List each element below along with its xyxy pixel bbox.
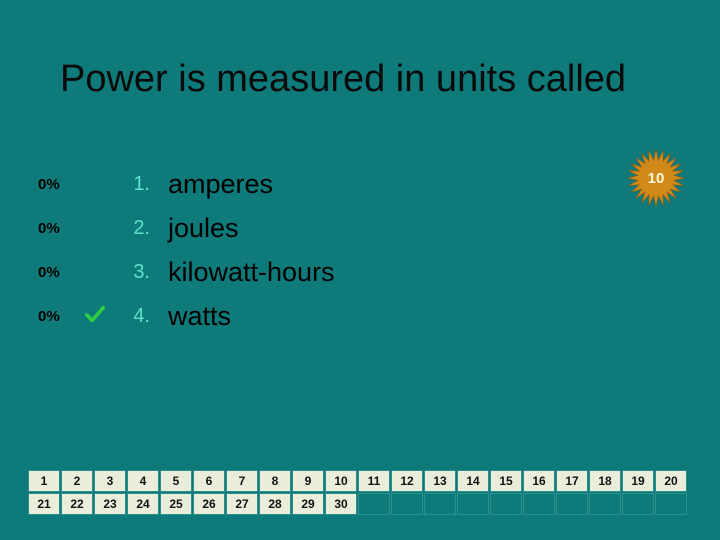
- grid-cell: 25: [160, 493, 192, 515]
- grid-cell: 14: [457, 470, 489, 492]
- grid-cell-empty: [523, 493, 555, 515]
- grid-row: 1234567891011121314151617181920: [28, 470, 688, 493]
- grid-cell-empty: [424, 493, 456, 515]
- grid-cell: 17: [556, 470, 588, 492]
- option-text: joules: [156, 213, 239, 244]
- grid-cell-empty: [391, 493, 423, 515]
- grid-cell: 10: [325, 470, 357, 492]
- grid-cell-empty: [589, 493, 621, 515]
- grid-cell-empty: [457, 493, 489, 515]
- option-text: watts: [156, 301, 231, 332]
- grid-cell: 6: [193, 470, 225, 492]
- grid-cell-empty: [655, 493, 687, 515]
- countdown-number: 10: [626, 148, 686, 208]
- grid-cell: 20: [655, 470, 687, 492]
- grid-cell: 26: [193, 493, 225, 515]
- option-percent: 0%: [38, 308, 84, 325]
- slide-title: Power is measured in units called: [60, 58, 680, 101]
- grid-cell: 27: [226, 493, 258, 515]
- option-text: kilowatt-hours: [156, 257, 335, 288]
- option-text: amperes: [156, 169, 273, 200]
- grid-cell: 16: [523, 470, 555, 492]
- grid-cell: 12: [391, 470, 423, 492]
- grid-cell: 7: [226, 470, 258, 492]
- response-grid: 1234567891011121314151617181920212223242…: [28, 470, 688, 516]
- option-percent: 0%: [38, 220, 84, 237]
- option-percent: 0%: [38, 176, 84, 193]
- grid-cell: 8: [259, 470, 291, 492]
- grid-cell: 3: [94, 470, 126, 492]
- grid-cell: 9: [292, 470, 324, 492]
- grid-cell-empty: [358, 493, 390, 515]
- grid-cell: 21: [28, 493, 60, 515]
- grid-cell-empty: [622, 493, 654, 515]
- grid-cell: 11: [358, 470, 390, 492]
- option-row[interactable]: 0% 2.joules: [38, 209, 335, 247]
- check-icon: [84, 303, 106, 330]
- option-number: 3.: [120, 261, 156, 284]
- grid-cell: 29: [292, 493, 324, 515]
- grid-cell: 2: [61, 470, 93, 492]
- option-row[interactable]: 0% 3.kilowatt-hours: [38, 253, 335, 291]
- grid-cell: 1: [28, 470, 60, 492]
- option-mark: [84, 303, 120, 330]
- grid-cell: 4: [127, 470, 159, 492]
- grid-cell: 30: [325, 493, 357, 515]
- option-number: 4.: [120, 305, 156, 328]
- grid-cell-empty: [556, 493, 588, 515]
- grid-cell: 5: [160, 470, 192, 492]
- grid-cell: 22: [61, 493, 93, 515]
- grid-cell: 13: [424, 470, 456, 492]
- grid-row: 21222324252627282930: [28, 493, 688, 516]
- option-row[interactable]: 0% 4.watts: [38, 297, 335, 335]
- option-number: 2.: [120, 217, 156, 240]
- option-number: 1.: [120, 173, 156, 196]
- grid-cell-empty: [490, 493, 522, 515]
- grid-cell: 24: [127, 493, 159, 515]
- grid-cell: 19: [622, 470, 654, 492]
- grid-cell: 28: [259, 493, 291, 515]
- option-percent: 0%: [38, 264, 84, 281]
- option-row[interactable]: 0% 1.amperes: [38, 165, 335, 203]
- grid-cell: 18: [589, 470, 621, 492]
- grid-cell: 23: [94, 493, 126, 515]
- grid-cell: 15: [490, 470, 522, 492]
- countdown-starburst: 10: [626, 148, 686, 208]
- options-list: 0%1.amperes0%2.joules0%3.kilowatt-hours0…: [38, 165, 335, 341]
